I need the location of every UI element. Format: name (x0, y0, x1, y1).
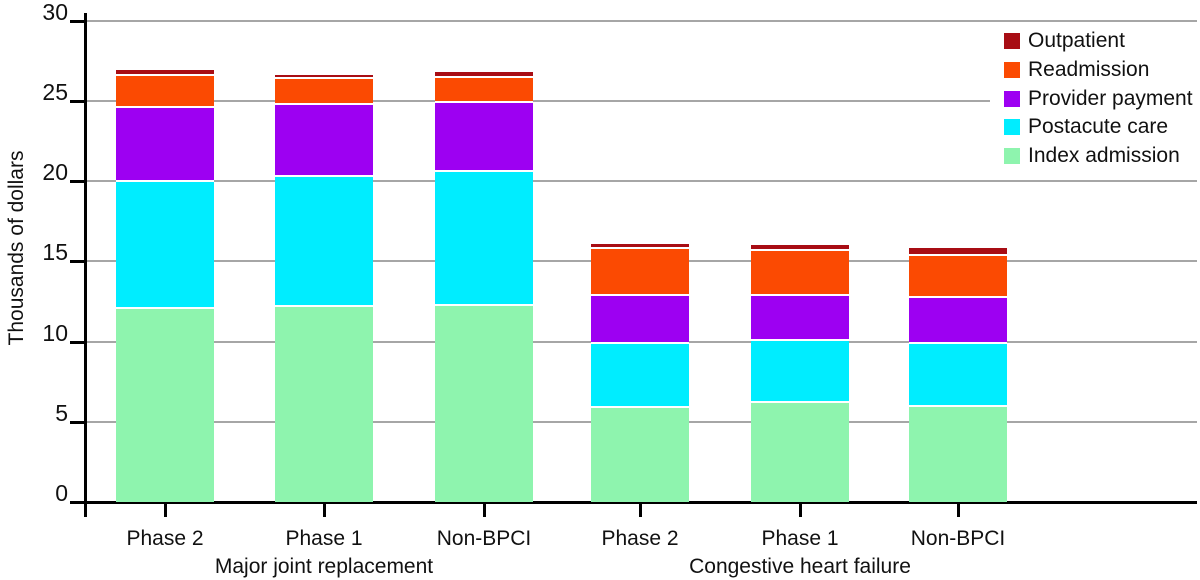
bar-segment-postacute-care (909, 343, 1007, 406)
bar-segment-postacute-care (751, 339, 849, 403)
bar-segment-outpatient (275, 75, 373, 79)
x-axis-line (84, 501, 1197, 504)
segment-separator (751, 249, 849, 251)
bar-segment-provider-payment (591, 294, 689, 344)
bar-segment-outpatient (116, 70, 214, 76)
y-tick (70, 501, 84, 504)
bar-segment-index-admission (116, 307, 214, 502)
bar-segment-index-admission (751, 402, 849, 502)
x-tick (799, 504, 802, 517)
legend-swatch-provider-payment (1004, 90, 1020, 107)
x-tick (957, 504, 960, 517)
legend-swatch-index-admission (1004, 148, 1020, 164)
bar-segment-index-admission (435, 304, 533, 502)
y-tick-label: 5 (55, 399, 68, 426)
y-tick (70, 260, 84, 264)
y-tick-label: 25 (42, 78, 68, 105)
legend-label: Index admission (1028, 144, 1180, 167)
segment-separator (435, 303, 533, 306)
segment-separator (275, 175, 373, 178)
bar-segment-index-admission (275, 306, 373, 502)
x-tick-label: Phase 2 (601, 527, 679, 550)
legend-label: Postacute care (1028, 115, 1169, 139)
y-tick-label: 0 (55, 480, 68, 506)
segment-separator (435, 170, 533, 173)
bar-segment-index-admission (591, 407, 689, 502)
x-tick (639, 504, 642, 517)
x-tick-label: Non-BPCI (436, 527, 532, 550)
segment-separator (909, 342, 1007, 345)
bar-segment-postacute-care (435, 171, 533, 305)
segment-separator (275, 102, 373, 105)
bar-segment-readmission (435, 76, 533, 103)
legend-label: Readmission (1028, 57, 1150, 81)
x-tick (483, 504, 486, 517)
segment-separator (751, 293, 849, 296)
bar-segment-outpatient (909, 248, 1007, 255)
x-tick (323, 504, 326, 517)
legend-label: Provider payment (1028, 86, 1193, 110)
segment-separator (435, 101, 533, 104)
y-tick-label: 10 (42, 319, 68, 346)
legend-swatch-readmission (1004, 61, 1020, 78)
bar-segment-provider-payment (116, 107, 214, 181)
bar-segment-readmission (909, 254, 1007, 297)
bar-segment-provider-payment (909, 296, 1007, 344)
bar-segment-index-admission (909, 405, 1007, 502)
segment-separator (275, 77, 373, 80)
legend-swatch-outpatient (1004, 33, 1020, 49)
segment-separator (591, 342, 689, 345)
bar-segment-provider-payment (435, 102, 533, 172)
segment-separator (116, 180, 214, 182)
y-tick (70, 19, 84, 23)
x-tick-label: Phase 1 (761, 527, 839, 550)
y-tick-label: 20 (42, 159, 68, 185)
segment-separator (116, 306, 214, 309)
y-gridline (86, 19, 1197, 22)
bar-segment-provider-payment (751, 294, 849, 340)
segment-separator (591, 406, 689, 409)
group-label: Major joint replacement (214, 555, 434, 578)
x-tick-label: Phase 1 (285, 527, 363, 550)
legend-swatch-postacute-care (1004, 119, 1020, 136)
y-tick-label: 30 (42, 0, 68, 25)
bar-segment-postacute-care (275, 176, 373, 307)
x-tick (164, 504, 167, 517)
y-tick (70, 99, 84, 103)
y-gridline (86, 99, 1197, 102)
bar-segment-readmission (275, 78, 373, 104)
segment-separator (909, 253, 1007, 256)
y-axis-line (84, 13, 87, 517)
bar-segment-readmission (591, 248, 689, 295)
bar-segment-provider-payment (275, 103, 373, 177)
legend-background (990, 26, 1198, 172)
x-tick-label: Non-BPCI (910, 527, 1006, 550)
group-label: Congestive heart failure (689, 555, 911, 578)
segment-separator (751, 338, 849, 341)
bar-segment-readmission (116, 75, 214, 108)
bar-segment-outpatient (435, 71, 533, 77)
y-tick (70, 340, 84, 344)
segment-separator (116, 106, 214, 109)
segment-separator (591, 247, 689, 250)
segment-separator (909, 404, 1007, 407)
bar-segment-readmission (751, 250, 849, 295)
segment-separator (591, 293, 689, 296)
segment-separator (116, 74, 214, 77)
y-tick (70, 420, 84, 424)
bar-segment-outpatient (591, 243, 689, 249)
y-tick (70, 180, 84, 183)
bar-segment-outpatient (751, 245, 849, 250)
bar-segment-postacute-care (116, 181, 214, 308)
bar-segment-postacute-care (591, 343, 689, 408)
y-gridline (86, 180, 1197, 182)
legend-label: Outpatient (1028, 29, 1125, 52)
y-tick-label: 15 (42, 239, 68, 266)
segment-separator (435, 75, 533, 78)
x-tick-label: Phase 2 (126, 527, 204, 550)
segment-separator (275, 305, 373, 308)
segment-separator (751, 401, 849, 404)
segment-separator (909, 295, 1007, 298)
